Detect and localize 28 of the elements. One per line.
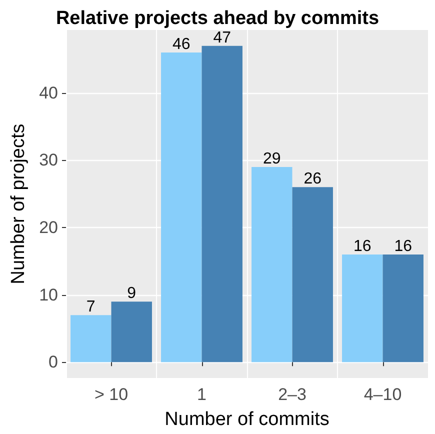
y-tick-label: 10 (39, 285, 58, 304)
bar (70, 315, 112, 362)
bar (111, 302, 152, 362)
x-tick-label: 2–3 (278, 385, 306, 404)
x-tick-label: 1 (197, 385, 206, 404)
bar (292, 187, 333, 362)
data-label: 29 (262, 150, 281, 168)
bar (161, 52, 202, 362)
y-tick-label: 20 (39, 218, 58, 238)
x-tick-label: 4–10 (364, 385, 402, 404)
x-axis-title: Number of commits (164, 409, 330, 430)
data-label: 16 (394, 238, 412, 255)
bar (252, 166, 292, 362)
y-axis-title: Number of projects (8, 124, 30, 284)
chart-title: Relative projects ahead by commits (56, 8, 380, 29)
data-label: 7 (86, 298, 96, 316)
y-tick-label: 30 (39, 150, 58, 170)
data-label: 47 (213, 29, 232, 46)
y-tick-label: 0 (48, 352, 58, 372)
x-tick-label: > 10 (94, 385, 128, 404)
data-label: 26 (304, 170, 322, 188)
data-label: 46 (172, 36, 190, 54)
data-label: 16 (353, 238, 372, 255)
bar (382, 254, 424, 362)
bar (342, 254, 383, 362)
bar (202, 46, 242, 362)
y-tick-label: 40 (39, 83, 58, 102)
data-label: 9 (127, 285, 136, 302)
